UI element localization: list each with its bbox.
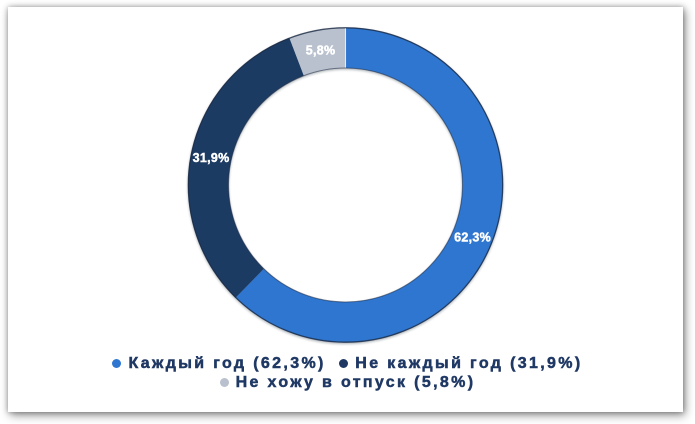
svg-text:5,8%: 5,8%: [306, 44, 336, 58]
svg-text:31,9%: 31,9%: [193, 151, 230, 165]
svg-text:62,3%: 62,3%: [454, 231, 491, 245]
